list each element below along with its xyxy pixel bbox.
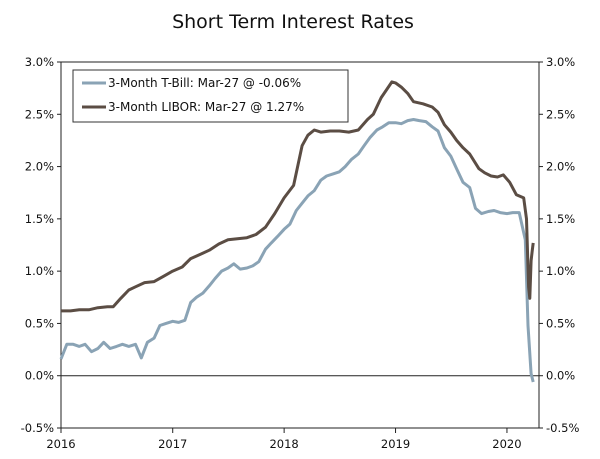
legend-label-t-bill: 3-Month T-Bill: Mar-27 @ -0.06% (108, 76, 301, 90)
series-line-libor (61, 80, 535, 313)
y-tick-label-left: 1.5% (25, 212, 54, 226)
y-axis-right: -0.5% 0.0% 0.5% 1.0% 1.5% 2.0% 2.5% 3.0% (539, 55, 579, 435)
y-tick-label-right: 0.0% (546, 369, 575, 383)
y-tick-label-right: 1.5% (546, 212, 575, 226)
x-tick-label: 2017 (158, 437, 187, 451)
legend: 3-Month T-Bill: Mar-27 @ -0.06% 3-Month … (72, 69, 349, 123)
y-tick-label-right: 0.5% (546, 316, 575, 330)
y-tick-label-right: 3.0% (546, 55, 575, 69)
x-axis: 2016 2017 2018 2019 2020 (46, 428, 522, 451)
x-tick-label: 2016 (46, 437, 75, 451)
y-tick-label-left: 2.0% (25, 160, 54, 174)
y-tick-label-right: -0.5% (546, 421, 579, 435)
y-tick-label-left: 0.0% (25, 369, 54, 383)
x-tick-label: 2018 (269, 437, 298, 451)
y-tick-label-right: 1.0% (546, 264, 575, 278)
y-tick-label-left: 1.0% (25, 264, 54, 278)
series-layer (59, 80, 535, 383)
y-axis-left: -0.5% 0.0% 0.5% 1.0% 1.5% 2.0% 2.5% 3.0% (21, 55, 61, 435)
x-tick-label: 2020 (492, 437, 521, 451)
x-tick-label: 2019 (381, 437, 410, 451)
legend-box (72, 69, 349, 123)
chart-title: Short Term Interest Rates (172, 11, 414, 33)
series-line-t-bill (59, 118, 535, 383)
plot-area (60, 61, 540, 429)
y-tick-label-left: -0.5% (21, 421, 54, 435)
y-tick-label-left: 2.5% (25, 107, 54, 121)
legend-label-libor: 3-Month LIBOR: Mar-27 @ 1.27% (108, 100, 304, 114)
y-tick-label-right: 2.0% (546, 160, 575, 174)
y-tick-label-left: 3.0% (25, 55, 54, 69)
y-tick-label-left: 0.5% (25, 316, 54, 330)
y-tick-label-right: 2.5% (546, 107, 575, 121)
